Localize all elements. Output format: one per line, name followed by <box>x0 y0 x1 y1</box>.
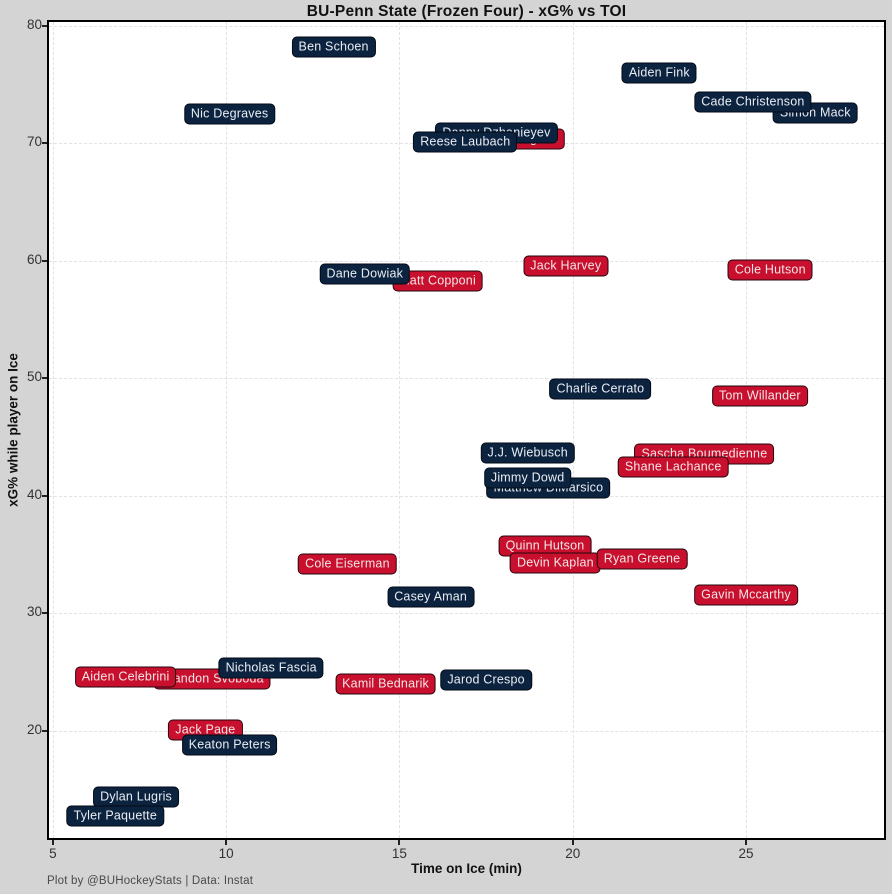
y-tick-label-80: 80 <box>26 16 42 32</box>
player-label-nicholas-fascia: Nicholas Fascia <box>218 657 324 679</box>
player-label-jack-harvey: Jack Harvey <box>523 255 609 277</box>
x-tick-5 <box>51 840 54 845</box>
chart-title: BU-Penn State (Frozen Four) - xG% vs TOI <box>306 3 627 20</box>
player-label-shane-lachance: Shane Lachance <box>617 456 729 478</box>
x-tick-10 <box>225 840 228 845</box>
gridline-x-20 <box>572 22 574 838</box>
player-label-jimmy-dowd: Jimmy Dowd <box>483 467 572 489</box>
x-tick-20 <box>571 840 574 845</box>
player-label-aiden-celebrini: Aiden Celebrini <box>74 666 177 688</box>
y-tick-label-70: 70 <box>26 134 42 150</box>
player-label-cade-christenson: Cade Christenson <box>694 91 812 113</box>
player-label-ben-schoen: Ben Schoen <box>291 36 376 58</box>
x-axis-title: Time on Ice (min) <box>411 861 522 876</box>
gridline-y-50 <box>49 378 884 380</box>
y-tick-80 <box>42 24 47 27</box>
player-label-reese-laubach: Reese Laubach <box>413 131 518 153</box>
gridline-y-80 <box>49 25 884 27</box>
gridline-y-30 <box>49 613 884 615</box>
gridline-y-60 <box>49 260 884 262</box>
gridline-y-20 <box>49 730 884 732</box>
player-label-ryan-greene: Ryan Greene <box>596 548 688 570</box>
player-label-charlie-cerrato: Charlie Cerrato <box>549 378 652 400</box>
y-tick-label-40: 40 <box>26 486 42 502</box>
player-label-aiden-fink: Aiden Fink <box>621 62 697 84</box>
y-tick-40 <box>42 494 47 497</box>
x-tick-label-10: 10 <box>218 846 234 861</box>
player-label-devin-kaplan: Devin Kaplan <box>509 552 601 574</box>
y-tick-60 <box>42 259 47 262</box>
player-label-tyler-paquette: Tyler Paquette <box>66 805 164 827</box>
player-label-dane-dowiak: Dane Dowiak <box>319 263 411 285</box>
y-tick-30 <box>42 612 47 615</box>
x-tick-label-15: 15 <box>391 846 407 861</box>
player-label-jarod-crespo: Jarod Crespo <box>440 669 532 691</box>
gridline-x-10 <box>226 22 228 838</box>
y-tick-label-60: 60 <box>26 251 42 267</box>
y-tick-label-30: 30 <box>26 604 42 620</box>
y-axis-title: xG% while player on Ice <box>5 353 21 507</box>
credit-footer: Plot by @BUHockeyStats | Data: Instat <box>47 875 254 887</box>
gridline-x-5 <box>52 22 54 838</box>
x-tick-label-20: 20 <box>565 846 581 861</box>
player-label-cole-eiserman: Cole Eiserman <box>298 553 397 575</box>
gridline-x-15 <box>399 22 401 838</box>
x-tick-25 <box>744 840 747 845</box>
player-label-quinn-hutson: Quinn Hutson <box>498 535 592 557</box>
player-label-cole-hutson: Cole Hutson <box>727 259 813 281</box>
x-tick-label-25: 25 <box>738 846 754 861</box>
gridline-x-25 <box>745 22 747 838</box>
y-tick-20 <box>42 729 47 732</box>
player-label-kamil-bednarik: Kamil Bednarik <box>335 673 437 695</box>
player-label-gavin-mccarthy: Gavin Mccarthy <box>694 584 798 606</box>
player-label-matt-copponi: Matt Copponi <box>392 270 483 292</box>
player-label-nic-degraves: Nic Degraves <box>183 103 276 125</box>
y-tick-label-20: 20 <box>26 721 42 737</box>
y-tick-50 <box>42 377 47 380</box>
y-tick-label-50: 50 <box>26 369 42 385</box>
player-label-casey-aman: Casey Aman <box>387 586 475 608</box>
player-label-j-j-wiebusch: J.J. Wiebusch <box>480 442 575 463</box>
x-tick-label-5: 5 <box>49 846 57 861</box>
player-label-keaton-peters: Keaton Peters <box>181 734 278 756</box>
player-label-tom-willander: Tom Willander <box>711 385 808 407</box>
x-tick-15 <box>398 840 401 845</box>
y-tick-70 <box>42 142 47 145</box>
gridline-y-40 <box>49 495 884 497</box>
